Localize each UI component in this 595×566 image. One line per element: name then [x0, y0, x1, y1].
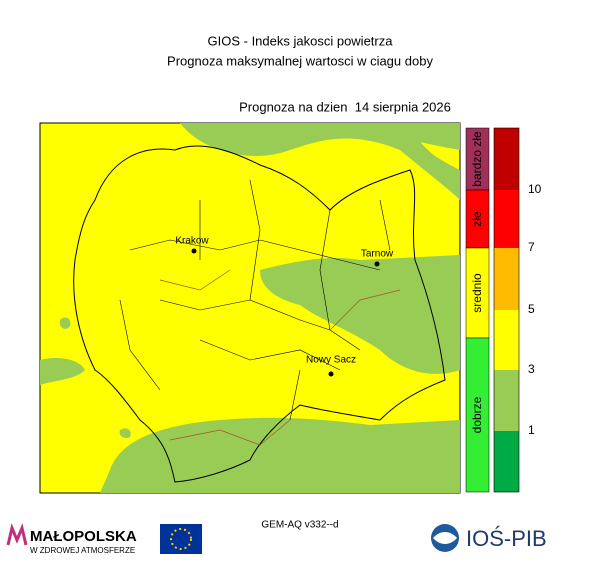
city-label: Nowy Sacz — [306, 355, 356, 366]
city-label: Krakow — [175, 236, 209, 247]
subtitle: Prognoza maksymalnej wartosci w ciagu do… — [167, 53, 433, 68]
logo-ios-pib: IOŚ-PIB — [431, 524, 547, 552]
logo-tagline: W ZDROWEJ ATMOSFERZE — [30, 546, 135, 555]
color-scale: 10 7 5 3 1 — [493, 127, 542, 493]
category-legend: bardzo złe złe srednio dobrze — [465, 127, 490, 493]
category-label: bardzo złe — [470, 131, 484, 187]
city-point — [328, 371, 334, 377]
scale-box — [494, 190, 519, 248]
scale-box — [494, 431, 519, 492]
category-label: dobrze — [470, 396, 484, 433]
scale-box — [494, 310, 519, 370]
logo-text: MAŁOPOLSKA — [30, 528, 137, 545]
pollution-area — [119, 428, 131, 439]
scale-tick-label: 5 — [528, 302, 535, 316]
scale-frame — [493, 127, 520, 493]
logo-text: IOŚ-PIB — [466, 526, 547, 551]
city-label: Tarnow — [361, 249, 394, 260]
scale-tick-label: 10 — [528, 182, 542, 196]
forecast-date: Prognoza na dzien 14 sierpnia 2026 — [239, 99, 451, 114]
category-label: złe — [470, 211, 484, 227]
region-border — [73, 145, 446, 483]
scale-tick-label: 3 — [528, 362, 535, 376]
logo-mark — [6, 523, 28, 546]
commune-borders — [159, 269, 401, 446]
pollution-area — [260, 255, 460, 374]
model-label: GEM-AQ v332--d — [261, 520, 338, 531]
eu-stars — [170, 528, 192, 550]
city-point — [191, 248, 197, 254]
category-box — [465, 337, 490, 493]
pollution-area — [100, 417, 460, 493]
scale-box — [494, 128, 519, 190]
scale-tick-label: 1 — [528, 423, 535, 437]
pollution-area — [340, 123, 460, 150]
scale-box — [494, 370, 519, 431]
category-label: srednio — [470, 273, 484, 313]
scale-tick-label: 7 — [528, 240, 535, 254]
city-point — [374, 261, 380, 267]
title: GIOS - Indeks jakosci powietrza — [208, 33, 394, 48]
map: Krakow Tarnow Nowy Sacz — [39, 122, 461, 494]
logo-malopolska: MAŁOPOLSKA W ZDROWEJ ATMOSFERZE — [6, 523, 202, 555]
pollution-area — [59, 317, 71, 329]
logo-mark-detail — [433, 532, 457, 544]
pollution-area — [40, 358, 85, 385]
scale-box — [494, 248, 519, 310]
pollution-area — [180, 123, 460, 200]
county-borders — [119, 179, 391, 421]
